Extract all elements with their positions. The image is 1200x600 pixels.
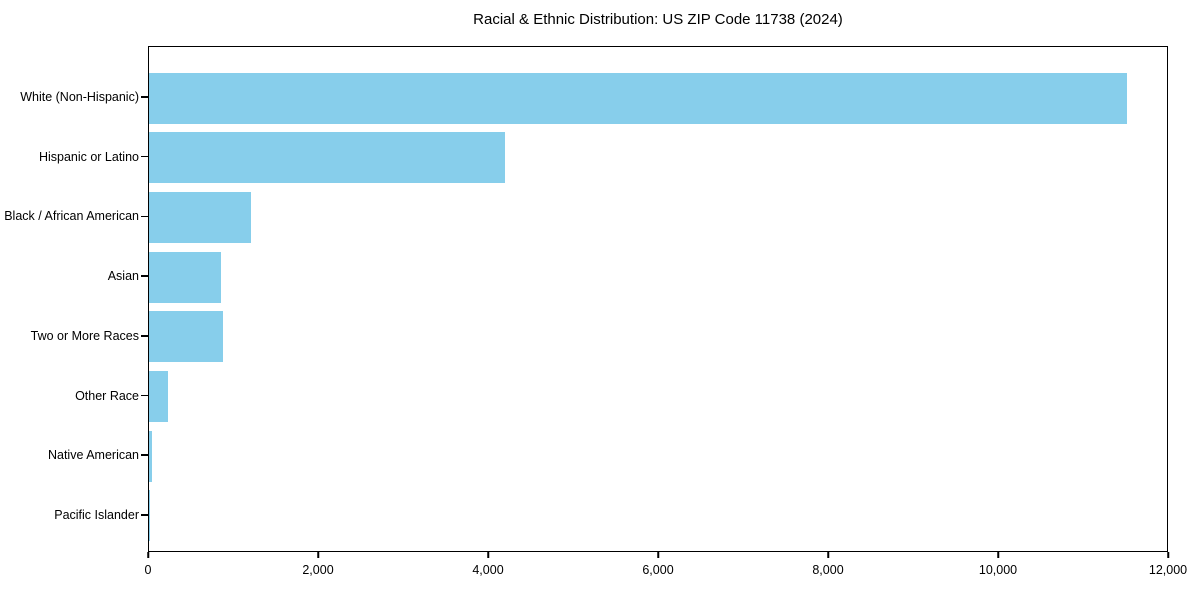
bar-black-african-american [149, 191, 251, 243]
y-tick-mark [141, 96, 148, 98]
chart-title: Racial & Ethnic Distribution: US ZIP Cod… [473, 11, 843, 28]
x-tick-label: 4,000 [472, 563, 504, 577]
x-axis: 0 2,000 4,000 6,000 8,000 10,000 12,000 [144, 551, 1187, 591]
category-label-asian: Asian [107, 269, 139, 284]
x-tick-label: 8,000 [812, 563, 844, 577]
y-tick-mark [141, 155, 148, 158]
bar-two-or-more-races [149, 311, 223, 363]
x-tick-mark [1167, 552, 1169, 558]
bar-asian [149, 251, 222, 303]
y-tick-mark [141, 514, 148, 516]
y-axis-labels: White (Non-Hispanic) Hispanic or Latino Bl… [0, 46, 139, 552]
x-tick-mark [147, 552, 149, 558]
category-label-white-non-hispanic: White (Non-Hispanic) [20, 90, 139, 104]
category-label-two-or-more-races: Two or More Races [30, 328, 139, 343]
x-tick-mark [827, 552, 829, 558]
category-label-native-american: Native American [47, 448, 139, 463]
category-label-hispanic-or-latino: Hispanic or Latino [38, 149, 139, 164]
y-tick-mark [141, 394, 148, 397]
y-tick-mark [141, 335, 148, 337]
bars-layer [149, 47, 1167, 551]
category-label-black-african-american: Black / African American [4, 209, 139, 224]
category-label-pacific-islander: Pacific Islander [54, 507, 139, 522]
x-tick-mark [997, 552, 999, 558]
x-tick-mark [317, 552, 319, 558]
category-label-other-race: Other Race [75, 388, 139, 403]
x-tick-mark [657, 552, 659, 558]
bar-hispanic-or-latino [149, 132, 506, 184]
x-tick-label: 2,000 [302, 563, 334, 577]
x-tick-mark [487, 552, 489, 558]
y-tick-mark [141, 215, 148, 218]
x-tick-label: 0 [144, 563, 152, 577]
bar-other-race [149, 371, 168, 422]
x-tick-label: 12,000 [1148, 563, 1188, 577]
plot-area [148, 46, 1168, 552]
bar-native-american [149, 430, 152, 482]
y-tick-mark [141, 275, 148, 277]
x-tick-label: 10,000 [978, 563, 1018, 577]
x-tick-label: 6,000 [642, 563, 674, 577]
bar-pacific-islander [149, 490, 150, 542]
bar-white-non-hispanic [149, 72, 1128, 124]
y-axis-tick-marks [141, 46, 148, 552]
y-tick-mark [141, 454, 148, 456]
